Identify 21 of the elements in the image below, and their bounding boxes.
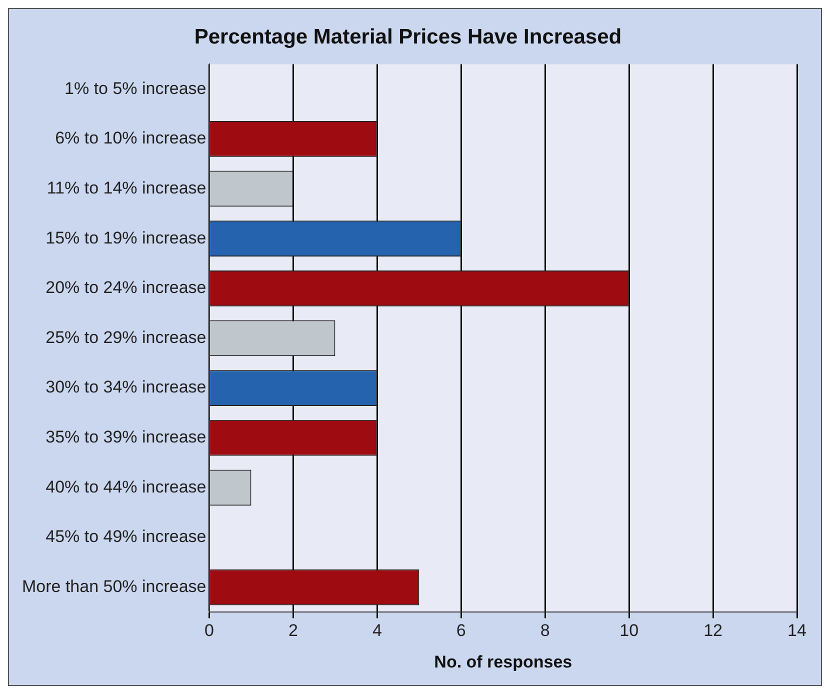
- y-tick-label: 45% to 49% increase: [46, 527, 206, 546]
- y-tick-label: 25% to 29% increase: [46, 328, 206, 347]
- y-tick-label: 40% to 44% increase: [46, 477, 206, 496]
- x-tick-label: 6: [456, 621, 466, 640]
- x-tick-label: 0: [204, 621, 214, 640]
- x-tick-label: 8: [540, 621, 550, 640]
- y-tick-label: 20% to 24% increase: [46, 278, 206, 298]
- y-tick-label: 15% to 19% increase: [46, 228, 206, 248]
- y-tick-label: 11% to 14% increase: [46, 178, 206, 198]
- y-tick-label: 1% to 5% increase: [64, 78, 206, 98]
- x-tick-label: 10: [620, 621, 639, 640]
- x-tick-label: 12: [704, 621, 722, 640]
- chart-title: Percentage Material Prices Have Increased: [194, 25, 622, 48]
- x-axis-title: No. of responses: [434, 652, 572, 672]
- y-tick-label: More than 50% increase: [22, 576, 206, 596]
- y-tick-label: 30% to 34% increase: [46, 378, 206, 397]
- y-tick-label: 35% to 39% increase: [46, 428, 206, 447]
- x-tick-label: 14: [788, 621, 806, 640]
- x-tick-label: 2: [288, 621, 298, 640]
- y-tick-label: 6% to 10% increase: [55, 128, 206, 148]
- x-tick-label: 4: [372, 621, 382, 640]
